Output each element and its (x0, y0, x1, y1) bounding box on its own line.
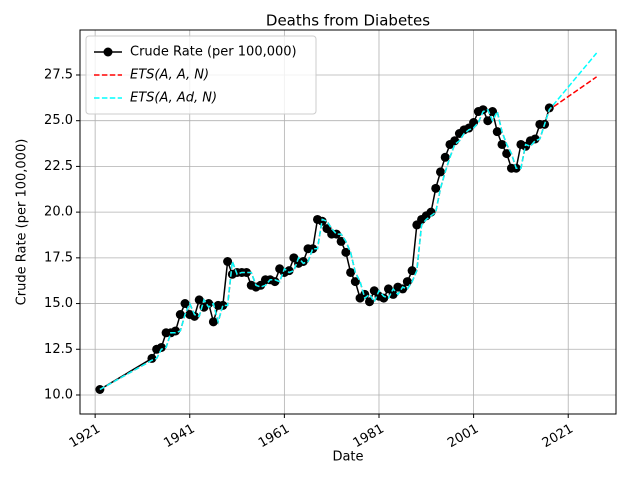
series-line (99, 76, 598, 391)
data-point (317, 216, 327, 226)
data-point (478, 105, 488, 115)
series-line (99, 52, 598, 391)
y-tick-label: 25.0 (44, 113, 73, 128)
data-point (398, 284, 408, 294)
x-axis-label: Date (332, 450, 363, 465)
x-tick-label: 1941 (161, 422, 197, 452)
data-point (180, 299, 190, 309)
data-point (308, 244, 318, 254)
data-point (156, 342, 166, 352)
x-tick-label: 2021 (540, 422, 576, 452)
series-line (99, 107, 551, 391)
data-point (469, 118, 479, 128)
data-point (270, 277, 280, 287)
legend-label: Crude Rate (per 100,000) (130, 45, 297, 60)
data-point (407, 266, 417, 276)
plot-frame (79, 29, 617, 415)
x-tick-label: 1921 (67, 422, 103, 452)
data-point (379, 293, 389, 303)
data-point (502, 149, 512, 159)
data-point (194, 295, 204, 305)
x-tick-label: 1981 (351, 422, 387, 452)
data-point (488, 107, 498, 117)
data-point (298, 256, 308, 266)
data-point (284, 266, 294, 276)
legend-label: ETS(A, A, N) (130, 68, 209, 83)
data-point (530, 134, 540, 144)
chart-title: Deaths from Diabetes (266, 12, 430, 30)
data-point (435, 167, 445, 177)
data-point (218, 300, 228, 310)
data-point (440, 152, 450, 162)
data-point (497, 139, 507, 149)
legend-box (85, 35, 317, 115)
data-point (544, 103, 554, 113)
legend-marker (103, 47, 113, 57)
y-tick-label: 27.5 (44, 67, 73, 82)
data-point (341, 247, 351, 257)
data-point (336, 236, 346, 246)
data-point (350, 277, 360, 287)
data-point (346, 267, 356, 277)
y-tick-label: 22.5 (44, 159, 73, 174)
y-tick-label: 20.0 (44, 205, 73, 220)
data-point (223, 256, 233, 266)
data-point (492, 127, 502, 137)
data-point (204, 299, 214, 309)
data-point (175, 310, 185, 320)
y-tick-label: 12.5 (44, 342, 73, 357)
y-tick-label: 15.0 (44, 296, 73, 311)
data-point (365, 297, 375, 307)
x-tick-label: 1961 (256, 422, 292, 452)
data-point (431, 183, 441, 193)
legend-label: ETS(A, Ad, N) (130, 91, 217, 106)
data-point (483, 116, 493, 126)
y-tick-label: 10.0 (44, 387, 73, 402)
data-point (208, 317, 218, 327)
data-point (189, 311, 199, 321)
data-point (402, 277, 412, 287)
x-tick-label: 2001 (445, 422, 481, 452)
y-axis-label: Crude Rate (per 100,000) (15, 139, 30, 306)
y-tick-label: 17.5 (44, 250, 73, 265)
data-point (388, 289, 398, 299)
data-point (242, 267, 252, 277)
legend: Crude Rate (per 100,000) ETS(A, A, N) ETS(… (85, 35, 317, 115)
